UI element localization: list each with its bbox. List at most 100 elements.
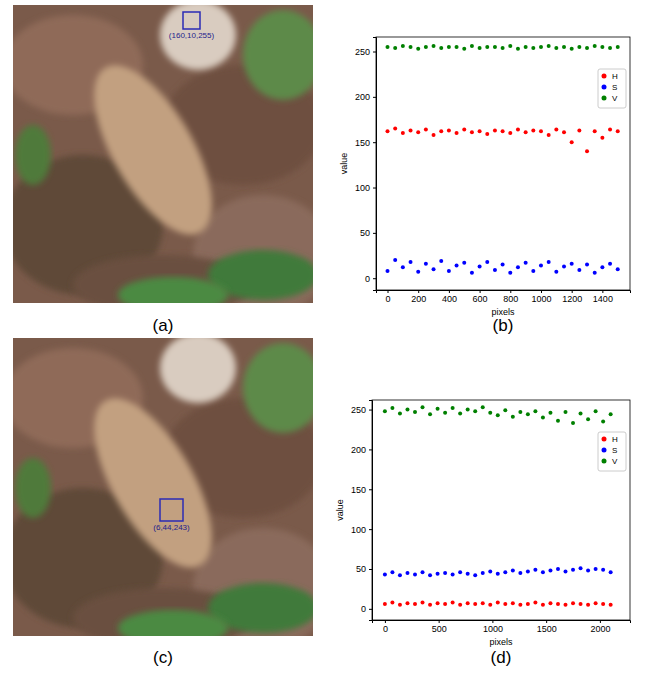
point	[608, 127, 612, 131]
x-tick: 1500	[537, 620, 557, 634]
point	[594, 567, 598, 571]
x-tick: 1400	[593, 290, 613, 304]
x-axis: 0200400600800100012001400	[377, 290, 631, 304]
point	[405, 408, 409, 412]
plot-frame	[372, 400, 630, 620]
y-tick-label: 0	[361, 604, 366, 614]
x-tick: 0	[383, 620, 388, 634]
point	[390, 600, 394, 604]
y-tick-label: 250	[351, 405, 366, 415]
sample-box	[183, 12, 200, 29]
point	[511, 601, 515, 605]
x-tick-label: 500	[432, 624, 447, 634]
point	[518, 603, 522, 607]
photo-shape	[118, 277, 228, 303]
point	[447, 128, 451, 132]
point	[579, 566, 583, 570]
point	[473, 602, 477, 606]
point	[541, 570, 545, 574]
point	[585, 263, 589, 267]
point	[609, 570, 613, 574]
point	[511, 415, 515, 419]
point	[421, 405, 425, 409]
x-tick-mark	[388, 290, 389, 293]
y-axis-line	[373, 38, 377, 291]
point	[436, 601, 440, 605]
photo-shape	[118, 610, 228, 636]
point	[501, 46, 505, 50]
chart: 0500100015002000050100150200250pixelsval…	[335, 400, 631, 667]
y-tick-label: 250	[355, 47, 370, 57]
sample-box	[160, 499, 183, 521]
x-tick: 400	[442, 290, 457, 304]
y-tick-label: 100	[351, 525, 366, 535]
x-tick-mark	[572, 290, 573, 293]
point	[516, 47, 520, 51]
y-tick: 0	[361, 604, 372, 614]
y-tick: 200	[351, 445, 372, 455]
point	[601, 568, 605, 572]
y-tick-mark	[369, 569, 372, 570]
point	[466, 408, 470, 412]
point	[447, 45, 451, 49]
point	[571, 601, 575, 605]
y-axis-line	[369, 401, 373, 621]
point	[579, 412, 583, 416]
point	[478, 46, 482, 50]
point	[398, 412, 402, 416]
point	[593, 129, 597, 133]
point	[548, 569, 552, 573]
point	[405, 571, 409, 575]
point	[443, 571, 447, 575]
point	[409, 260, 413, 264]
x-tick-label: 1000	[531, 294, 551, 304]
point	[600, 136, 604, 140]
point	[424, 127, 428, 131]
point	[485, 132, 489, 136]
point	[554, 270, 558, 274]
x-axis-line	[373, 621, 631, 624]
point	[508, 44, 512, 48]
point	[548, 601, 552, 605]
point	[416, 47, 420, 51]
point	[547, 44, 551, 48]
point	[413, 573, 417, 577]
point	[455, 131, 459, 135]
point	[398, 603, 402, 607]
point	[554, 127, 558, 131]
panel-caption: (c)	[153, 648, 173, 667]
y-tick: 200	[355, 92, 376, 102]
y-axis-title: value	[339, 153, 349, 175]
point	[466, 572, 470, 576]
x-tick-mark	[480, 290, 481, 293]
point	[609, 412, 613, 416]
point	[462, 261, 466, 265]
x-tick-label: 800	[503, 294, 518, 304]
legend-label: S	[612, 83, 617, 92]
point	[383, 602, 387, 606]
point	[594, 601, 598, 605]
legend-item: V	[602, 94, 619, 103]
plot-frame	[376, 37, 630, 290]
point	[416, 270, 420, 274]
point	[432, 133, 436, 137]
point	[428, 573, 432, 577]
photo-shape	[243, 10, 313, 100]
x-axis: 0500100015002000	[373, 620, 631, 634]
point	[593, 271, 597, 275]
point	[409, 128, 413, 132]
point	[503, 602, 507, 606]
legend-frame	[598, 432, 626, 471]
point	[533, 600, 537, 604]
y-tick: 250	[355, 47, 376, 57]
box-label: (160,10,255)	[169, 31, 215, 40]
photo	[13, 5, 313, 303]
point	[501, 263, 505, 267]
point	[518, 571, 522, 575]
point	[586, 417, 590, 421]
point	[439, 129, 443, 133]
point	[508, 131, 512, 135]
point	[493, 268, 497, 272]
x-tick-label: 0	[383, 624, 388, 634]
y-axis-title: value	[335, 499, 345, 521]
